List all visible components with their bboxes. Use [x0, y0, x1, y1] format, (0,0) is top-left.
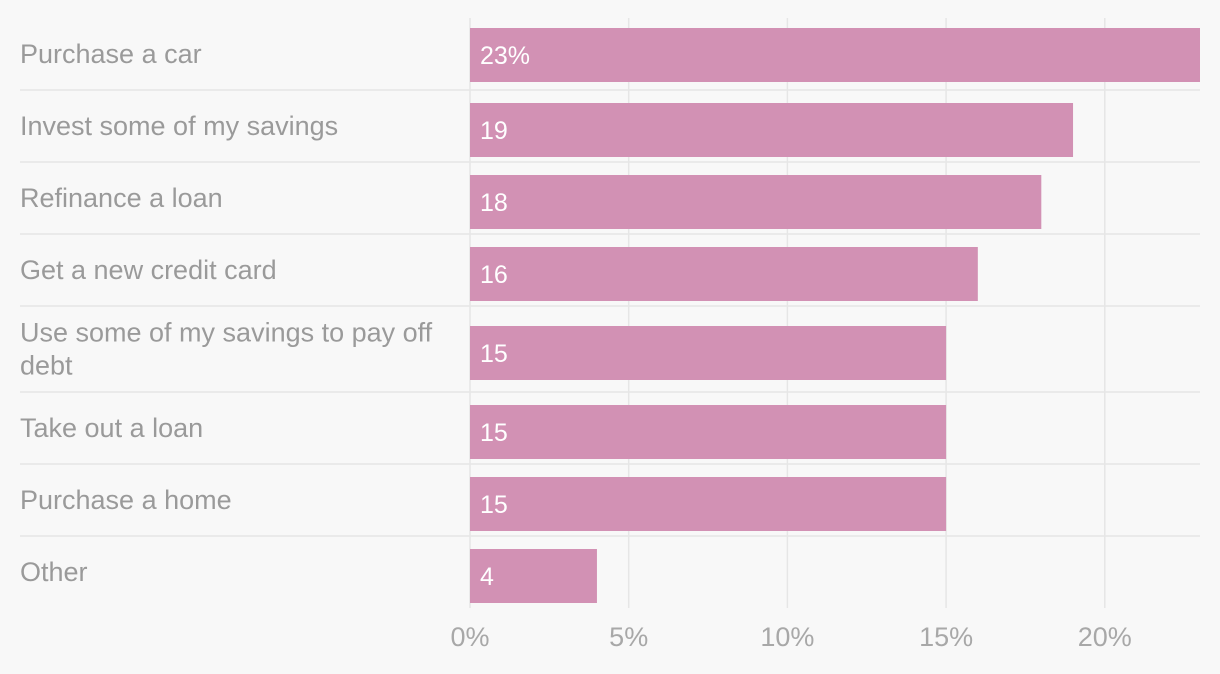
category-label: debt [20, 351, 73, 381]
bar-value-label: 18 [480, 189, 508, 217]
bar [470, 175, 1042, 229]
bar [470, 326, 947, 380]
category-label: Get a new credit card [20, 255, 277, 285]
x-axis-ticks: 0% 5% 10% 15% 20% [450, 622, 1131, 652]
category-label: Other [20, 557, 88, 587]
bar-value-label: 23% [480, 42, 530, 70]
category-label: Invest some of my savings [20, 111, 338, 141]
x-tick-label: 20% [1078, 622, 1132, 652]
bar [470, 477, 947, 531]
category-label: Take out a loan [20, 413, 203, 443]
x-tick-label: 15% [919, 622, 973, 652]
category-label: Purchase a car [20, 39, 202, 69]
bar [470, 549, 597, 603]
category-label: Use some of my savings to pay off [20, 318, 433, 348]
bar-value-label: 4 [480, 563, 494, 591]
bar [470, 405, 947, 459]
x-tick-label: 5% [609, 622, 648, 652]
bar-value-label: 15 [480, 340, 508, 368]
bar-value-label: 19 [480, 117, 508, 145]
bar [470, 28, 1200, 82]
bar-value-label: 15 [480, 491, 508, 519]
bar [470, 247, 978, 301]
bar-value-label: 16 [480, 261, 508, 289]
row-separators [20, 89, 1200, 537]
x-tick-label: 10% [760, 622, 814, 652]
bars: 23% 19 18 16 15 15 15 4 [470, 28, 1200, 603]
bar-value-label: 15 [480, 419, 508, 447]
category-labels: Purchase a car Invest some of my savings R… [20, 39, 433, 587]
bar [470, 103, 1074, 157]
category-label: Refinance a loan [20, 183, 223, 213]
x-tick-label: 0% [450, 622, 489, 652]
category-label: Purchase a home [20, 485, 232, 515]
